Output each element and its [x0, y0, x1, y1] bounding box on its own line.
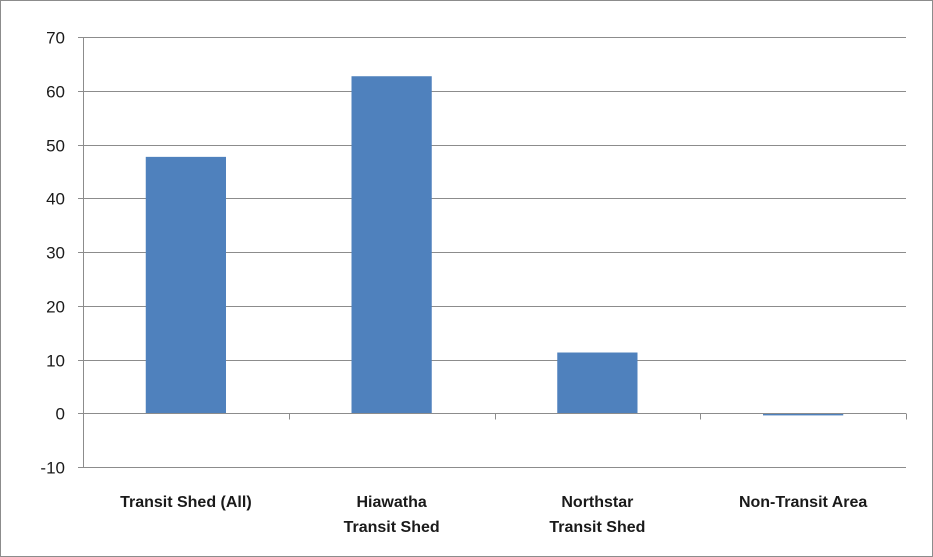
y-tick-label: 0 [56, 405, 65, 424]
x-tick-labels: Transit Shed (All) Hiawatha Transit ShedNo… [120, 494, 867, 536]
y-tick-labels: -10 0 10 20 30 40 50 60 70 [40, 29, 65, 478]
x-tick-label-line: Transit Shed (All) [120, 494, 252, 511]
y-tick-label: 10 [46, 352, 65, 371]
y-tick-label: 20 [46, 298, 65, 317]
bar [557, 352, 638, 414]
bar [145, 156, 226, 414]
y-tick-label: 40 [46, 190, 65, 209]
x-tick-label: Transit Shed (All) [120, 494, 252, 511]
bar [351, 76, 432, 414]
y-tick-label: 50 [46, 137, 65, 156]
y-tick-label: -10 [40, 459, 65, 478]
x-tick-label: Northstar Transit Shed [549, 494, 645, 536]
y-tick-label: 60 [46, 83, 65, 102]
x-tick-label-line: Northstar [561, 494, 633, 511]
bars [145, 76, 844, 416]
bar [763, 413, 844, 416]
x-tick-label-line: Non-Transit Area [739, 494, 867, 511]
axes [78, 37, 907, 468]
y-tick-label: 70 [46, 29, 65, 48]
y-tick-label: 30 [46, 244, 65, 263]
x-tick-label-line: Transit Shed [549, 519, 645, 536]
x-tick-label-line: Hiawatha [357, 494, 427, 511]
x-tick-label: Hiawatha Transit Shed [344, 494, 440, 536]
x-tick-label: Non-Transit Area [739, 494, 867, 511]
x-tick-label-line: Transit Shed [344, 519, 440, 536]
